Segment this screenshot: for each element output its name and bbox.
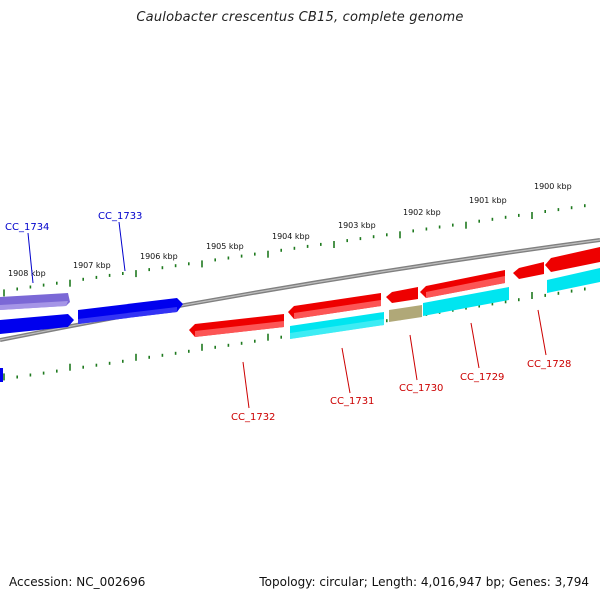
- kbp-label-1907: 1907 kbp: [73, 261, 111, 270]
- cds-cc1731-shade: [290, 319, 384, 339]
- kbp-label-1901: 1901 kbp: [469, 196, 507, 205]
- gene-blue-left: [0, 314, 74, 334]
- kbp-label-1900: 1900 kbp: [534, 182, 572, 191]
- gene-red-small: [386, 287, 418, 303]
- backbone-inner: [0, 239, 600, 341]
- leader-cc1732: [242, 361, 250, 409]
- leader-cc1733: [118, 221, 126, 272]
- gene-label-cc1734: CC_1734: [5, 222, 49, 233]
- leader-cc1731: [341, 347, 351, 394]
- gene-red-right: [545, 247, 600, 272]
- feature-cc1730: [389, 305, 422, 322]
- gene-label-cc1729: CC_1729: [460, 372, 504, 383]
- gene-label-cc1728: CC_1728: [527, 359, 571, 370]
- kbp-label-1904: 1904 kbp: [272, 232, 310, 241]
- kbp-label-1903: 1903 kbp: [338, 221, 376, 230]
- cds-cc1728: [547, 268, 600, 293]
- gene-label-cc1733: CC_1733: [98, 211, 142, 222]
- cds-cc1729: [423, 287, 509, 316]
- gene-red-cc1732-shade: [195, 321, 284, 337]
- gene-label-cc1730: CC_1730: [399, 383, 443, 394]
- accession-text: Accession: NC_002696: [9, 575, 146, 589]
- gene-blue-edge: [0, 368, 3, 382]
- gene-red-cc1731-shade: [294, 300, 381, 319]
- kbp-label-1906: 1906 kbp: [140, 252, 178, 261]
- leader-cc1730: [409, 334, 418, 381]
- genome-info-text: Topology: circular; Length: 4,016,947 bp…: [259, 575, 589, 589]
- kbp-label-1905: 1905 kbp: [206, 242, 244, 251]
- gene-label-cc1732: CC_1732: [231, 412, 275, 423]
- leader-cc1729: [470, 322, 480, 369]
- gene-label-cc1731: CC_1731: [330, 396, 374, 407]
- kbp-label-1908: 1908 kbp: [8, 269, 46, 278]
- gene-blue-cc1733-shade: [78, 307, 177, 324]
- leader-cc1734: [27, 232, 34, 284]
- kbp-label-1902: 1902 kbp: [403, 208, 441, 217]
- gene-red-cc1729-shade: [426, 276, 505, 298]
- outer-tick-row: [3, 204, 586, 297]
- map-title: Caulobacter crescentus CB15, complete ge…: [136, 10, 464, 25]
- gene-red-cc1728: [513, 262, 544, 279]
- leader-cc1728: [537, 309, 547, 356]
- gene-purple-top-shade: [0, 301, 68, 310]
